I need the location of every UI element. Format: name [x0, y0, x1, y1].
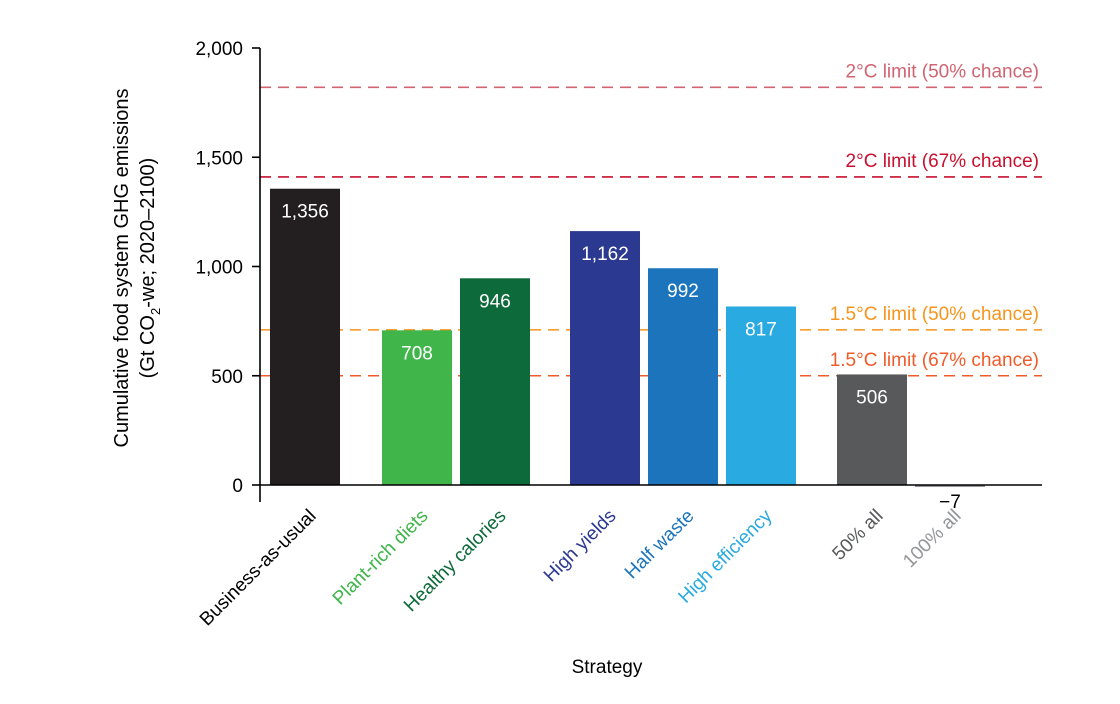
y-tick-label-0: 0 — [232, 476, 243, 497]
reference-line-label-2: 1.5°C limit (50% chance) — [830, 304, 1039, 325]
y-tick-label-4: 2,000 — [195, 39, 243, 60]
y-tick-label-1: 500 — [211, 367, 243, 388]
category-label-3: High yields — [540, 506, 621, 587]
x-axis-label: Strategy — [572, 657, 643, 678]
bar-0 — [270, 188, 340, 486]
bar-value-label-0: 1,356 — [281, 202, 329, 223]
axes: 0 500 1,000 1,500 2,000 — [195, 39, 1042, 502]
reference-lines: 2°C limit (50% chance) 2°C limit (67% cha… — [260, 61, 1042, 377]
bar-7 — [915, 485, 985, 487]
category-label-7: 100% all — [899, 506, 965, 572]
bar-value-label-7: −7 — [939, 492, 961, 513]
y-axis-label-post: -we; 2020–2100) — [137, 158, 159, 308]
bar-1 — [382, 330, 452, 485]
bar-value-label-2: 946 — [479, 291, 511, 312]
bar-value-label-1: 708 — [401, 343, 433, 364]
bar-3 — [570, 231, 640, 485]
category-label-0: Business-as-usual — [196, 506, 321, 631]
reference-line-label-0: 2°C limit (50% chance) — [846, 61, 1039, 82]
bar-value-label-4: 992 — [667, 281, 699, 302]
bar-6 — [837, 374, 907, 485]
reference-line-label-3: 1.5°C limit (67% chance) — [830, 350, 1039, 371]
bar-2 — [460, 278, 530, 485]
bar-value-label-5: 817 — [745, 319, 777, 340]
y-tick-label-2: 1,000 — [195, 258, 243, 279]
reference-line-label-1: 2°C limit (67% chance) — [846, 151, 1039, 172]
y-axis-label-line1: Cumulative food system GHG emissions — [111, 88, 133, 447]
y-tick-label-3: 1,500 — [195, 148, 243, 169]
y-axis-label-sub: 2 — [148, 308, 163, 315]
y-axis-label-pre: (Gt CO — [137, 315, 159, 378]
category-label-6: 50% all — [829, 506, 888, 565]
bar-5 — [726, 306, 796, 485]
category-label-4: Half waste — [621, 506, 699, 584]
bar-value-label-3: 1,162 — [581, 244, 629, 265]
bar-4 — [648, 268, 718, 485]
bar-value-label-6: 506 — [856, 387, 888, 408]
bars — [270, 188, 985, 487]
y-axis-label-line2: (Gt CO2-we; 2020–2100) — [137, 158, 163, 379]
